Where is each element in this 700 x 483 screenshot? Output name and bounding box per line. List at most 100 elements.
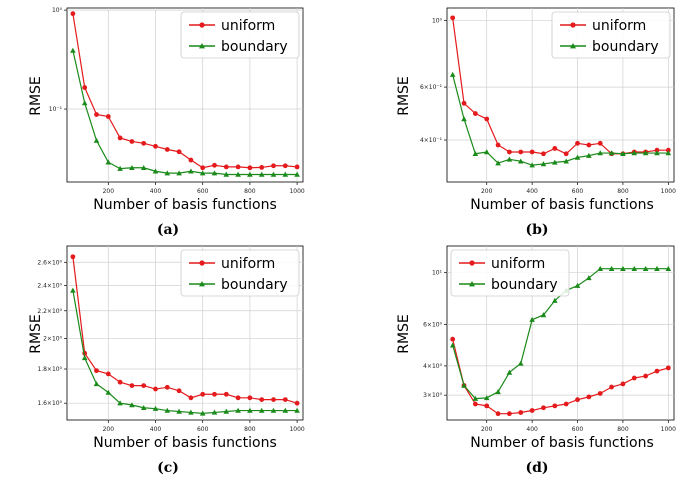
data-point-uniform — [235, 164, 241, 170]
data-point-uniform — [461, 100, 467, 106]
data-point-boundary — [199, 410, 206, 416]
x-tick-label: 600 — [197, 426, 209, 433]
data-point-boundary — [461, 382, 467, 388]
data-point-uniform — [164, 147, 170, 152]
data-point-uniform — [643, 373, 649, 379]
data-point-boundary — [223, 171, 230, 177]
data-point-uniform — [665, 365, 671, 371]
x-tick-label: 200 — [481, 426, 493, 433]
data-point-uniform — [518, 149, 524, 155]
data-point-uniform — [507, 149, 512, 155]
y-tick-label: 10⁻¹ — [49, 106, 63, 113]
data-point-boundary — [211, 409, 218, 415]
x-tick-label: 600 — [197, 188, 209, 195]
data-point-uniform — [105, 371, 111, 377]
data-point-boundary — [620, 265, 626, 271]
y-tick-label: 6×10⁰ — [423, 322, 442, 329]
plot-frame — [446, 245, 675, 421]
data-point-boundary — [105, 389, 112, 395]
data-point-boundary — [631, 150, 638, 156]
data-point-boundary — [483, 149, 490, 155]
data-point-boundary — [258, 407, 265, 413]
data-point-uniform — [575, 140, 580, 146]
x-tick-label: 1000 — [661, 426, 676, 433]
legend-marker-uniform — [570, 22, 576, 28]
y-axis-label: RMSE — [28, 76, 44, 116]
panel-caption: (c) — [157, 460, 179, 476]
data-point-boundary — [552, 159, 558, 165]
data-point-boundary — [574, 282, 581, 288]
y-axis-label: RMSE — [396, 76, 412, 116]
data-point-uniform — [117, 135, 123, 141]
data-point-boundary — [294, 171, 300, 177]
data-point-boundary — [540, 161, 547, 167]
data-point-uniform — [70, 254, 76, 260]
chart-panel-3: 200 400 600 800 1000 3×10⁰ 4×10⁰ 6×10⁰ 10¹ unifor… — [396, 245, 676, 476]
data-point-boundary — [140, 404, 147, 411]
data-point-boundary — [176, 408, 182, 414]
legend-marker-boundary — [199, 43, 205, 49]
data-point-uniform — [472, 111, 478, 116]
data-point-boundary — [597, 265, 604, 271]
x-tick-label: 200 — [481, 188, 493, 195]
data-point-boundary — [282, 171, 289, 177]
data-point-boundary — [495, 160, 501, 166]
data-point-boundary — [270, 171, 277, 177]
data-point-uniform — [117, 379, 123, 385]
data-point-boundary — [654, 265, 660, 271]
legend-marker-boundary — [469, 281, 475, 287]
data-point-boundary — [176, 170, 182, 176]
y-tick-label: 10¹ — [432, 270, 443, 277]
data-point-boundary — [631, 265, 638, 271]
data-point-boundary — [235, 407, 241, 413]
y-axis-label: RMSE — [28, 314, 44, 354]
x-tick-label: 400 — [526, 426, 538, 433]
x-tick-label: 1000 — [661, 188, 676, 195]
data-point-uniform — [484, 403, 490, 409]
data-point-uniform — [223, 164, 229, 170]
data-point-boundary — [188, 409, 194, 415]
data-point-uniform — [450, 336, 456, 342]
data-point-boundary — [152, 168, 159, 174]
data-point-uniform — [563, 151, 569, 157]
y-tick-label: 2×10⁰ — [43, 335, 62, 342]
data-point-boundary — [449, 71, 456, 77]
x-axis-label: Number of basis functions — [470, 435, 654, 451]
x-tick-label: 800 — [617, 188, 629, 195]
data-point-boundary — [152, 405, 159, 411]
x-tick-label: 200 — [103, 426, 115, 433]
chart-panel-2: 200 400 600 800 1000 1.6×10⁰ 1.8×10⁰ 2×10⁰ 2.2×1… — [28, 245, 305, 476]
data-point-boundary — [608, 150, 615, 156]
data-point-boundary — [563, 158, 569, 164]
legend-label-boundary: boundary — [221, 277, 288, 293]
data-point-uniform — [82, 85, 88, 90]
data-point-uniform — [153, 386, 158, 392]
y-tick-label: 2.6×10⁰ — [37, 259, 62, 266]
legend-marker-boundary — [199, 281, 205, 287]
data-point-uniform — [282, 163, 288, 169]
data-point-boundary — [506, 369, 513, 375]
data-point-uniform — [129, 383, 135, 389]
data-point-boundary — [81, 100, 88, 106]
data-point-uniform — [552, 146, 558, 151]
y-tick-label: 1.6×10⁰ — [37, 400, 62, 407]
data-point-boundary — [258, 171, 265, 177]
panel-caption: (b) — [525, 222, 548, 238]
legend-label-boundary: boundary — [221, 39, 288, 55]
legend-marker-uniform — [199, 260, 205, 266]
x-tick-label: 400 — [150, 426, 162, 433]
data-point-uniform — [507, 411, 512, 417]
data-point-uniform — [294, 164, 300, 170]
data-point-boundary — [270, 407, 277, 413]
data-point-uniform — [212, 162, 217, 168]
legend-label-uniform: uniform — [221, 256, 275, 272]
data-point-boundary — [461, 116, 467, 122]
x-tick-label: 600 — [572, 426, 584, 433]
data-point-boundary — [449, 342, 456, 348]
y-tick-label: 6×10⁻¹ — [420, 84, 443, 91]
data-point-boundary — [117, 165, 123, 171]
data-point-uniform — [259, 397, 265, 402]
y-tick-label: 2.4×10⁰ — [37, 283, 62, 290]
data-point-uniform — [200, 391, 206, 397]
y-tick-label: 3×10⁰ — [423, 392, 442, 399]
